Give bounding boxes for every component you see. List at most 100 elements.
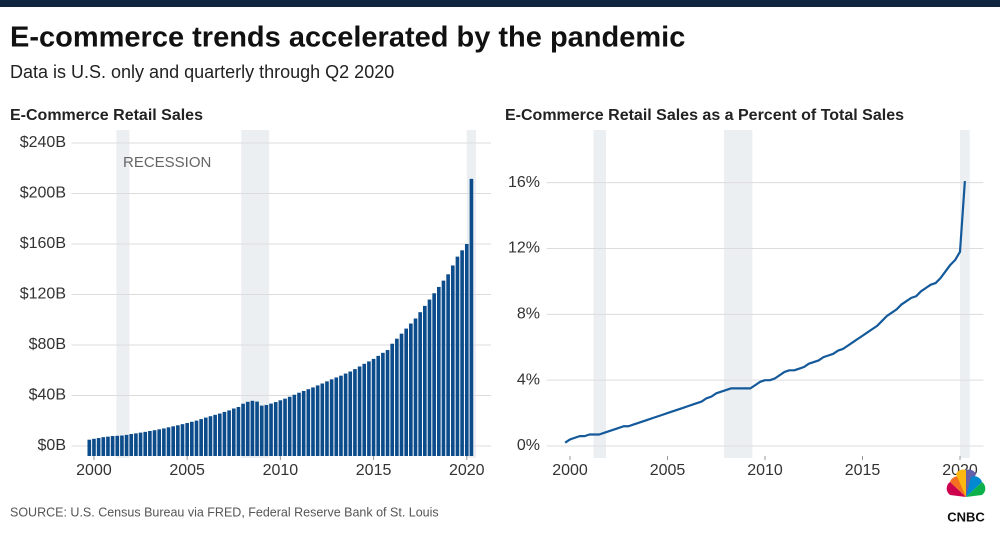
bar [441, 280, 446, 456]
bar [395, 338, 399, 456]
y-tick-label: $0B [38, 437, 66, 454]
top-bar [0, 0, 1000, 7]
x-tick-label: 2010 [263, 462, 299, 479]
bar [213, 414, 217, 456]
bar [301, 390, 306, 456]
bar [264, 404, 269, 456]
bar [152, 430, 157, 456]
bar [343, 373, 348, 456]
bar [287, 396, 292, 456]
y-tick-label: $120B [20, 286, 66, 303]
bar [124, 434, 129, 456]
bar [106, 436, 110, 456]
y-tick-label: 16% [508, 174, 540, 191]
bar [306, 389, 311, 456]
bar [367, 361, 371, 456]
bar [148, 430, 152, 456]
bar [455, 256, 460, 456]
page-subtitle: Data is U.S. only and quarterly through … [10, 62, 394, 82]
bar [110, 436, 115, 456]
bar [464, 244, 469, 456]
bar [469, 178, 474, 457]
bar [101, 437, 106, 456]
bar [227, 410, 231, 456]
logo-feather [946, 482, 966, 497]
recession-band [593, 130, 607, 458]
bar [203, 417, 208, 456]
bar [404, 328, 409, 456]
bar [96, 438, 101, 456]
bar [143, 431, 148, 456]
bar [427, 299, 432, 456]
bar [115, 435, 120, 456]
bar [245, 401, 250, 456]
bar [399, 333, 404, 456]
bar [250, 400, 255, 456]
recession-band [724, 130, 753, 458]
bar [185, 423, 189, 456]
bar [311, 387, 315, 456]
bar [385, 350, 390, 456]
chart-title: E-Commerce Retail Sales [10, 107, 203, 124]
x-tick-label: 2000 [76, 462, 112, 479]
bar [273, 402, 278, 456]
bar [176, 425, 180, 456]
bar [362, 363, 367, 456]
logo-text: CNBC [947, 509, 985, 524]
y-tick-label: $200B [20, 185, 66, 202]
logo-feather [966, 476, 982, 497]
bar [190, 421, 194, 456]
bar [283, 398, 287, 456]
x-tick-label: 2005 [650, 462, 686, 479]
x-tick-label: 2010 [747, 462, 783, 479]
recession-band [960, 130, 970, 458]
bar [236, 406, 241, 456]
bar [432, 293, 436, 456]
page-title: E-commerce trends accelerated by the pan… [10, 22, 685, 54]
y-tick-label: 4% [517, 371, 540, 388]
bar [194, 420, 199, 456]
bar [269, 403, 273, 456]
source: SOURCE: U.S. Census Bureau via FRED, Fed… [10, 505, 439, 519]
bar [255, 401, 259, 456]
bar [334, 377, 339, 456]
bar [92, 438, 96, 456]
bar [292, 394, 297, 456]
bar [222, 411, 227, 456]
bar [320, 383, 325, 456]
y-tick-label: $40B [29, 387, 66, 404]
x-tick-label: 2020 [449, 462, 485, 479]
x-tick-label: 2015 [356, 462, 392, 479]
bar [138, 432, 143, 456]
bar [353, 369, 357, 456]
y-tick-label: 0% [517, 437, 540, 454]
bar [325, 381, 329, 456]
bar [339, 375, 343, 456]
bar [348, 371, 353, 456]
logo: CNBC [946, 469, 986, 524]
y-tick-label: $160B [20, 235, 66, 252]
logo-feather [966, 482, 986, 497]
bar [120, 435, 124, 456]
bar [166, 427, 171, 456]
x-tick-label: 2005 [169, 462, 205, 479]
bar [413, 318, 418, 456]
bar [129, 434, 134, 456]
y-tick-label: $240B [20, 134, 66, 151]
bar [259, 405, 264, 456]
bar [376, 355, 381, 456]
bar [418, 312, 422, 456]
subchart: $0B $40B $80B $120B $160B $200B $240B 2000 2005 2… [20, 130, 491, 479]
bar [171, 426, 176, 456]
bar [231, 408, 236, 456]
bar [241, 403, 245, 456]
x-tick-label: 2000 [552, 462, 588, 479]
bar [162, 428, 166, 456]
y-tick-label: $80B [29, 336, 66, 353]
chart-title: E-Commerce Retail Sales as a Percent of … [505, 107, 904, 124]
bar [357, 366, 362, 456]
x-tick-label: 2015 [845, 462, 881, 479]
bar [409, 323, 413, 456]
